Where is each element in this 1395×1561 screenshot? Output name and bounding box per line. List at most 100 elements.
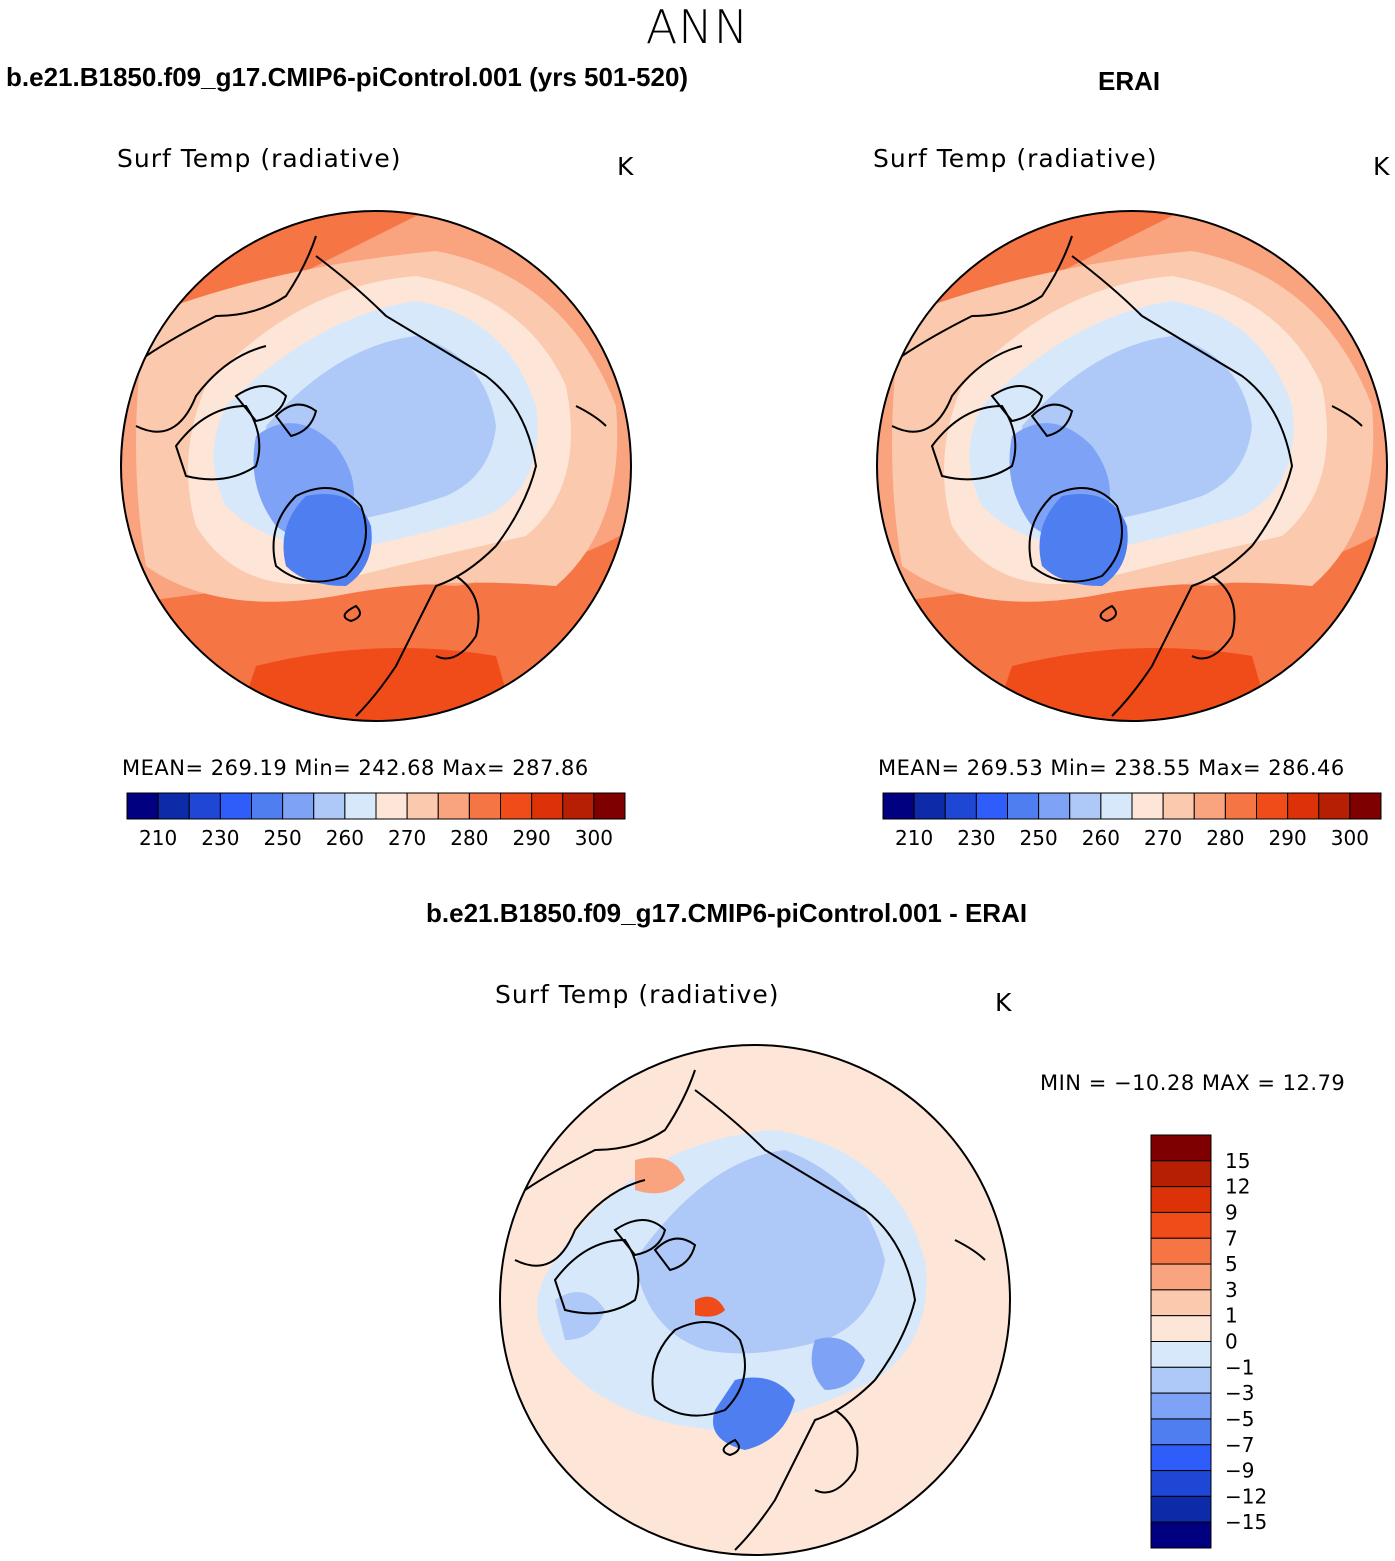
panel-3-colorbar-swatch [1150, 1237, 1212, 1265]
panel-3-colorbar-tick-label: 15 [1225, 1149, 1250, 1173]
panel-3-colorbar-swatch [1150, 1521, 1212, 1549]
panel-2-colorbar-tick-label: 230 [957, 826, 995, 850]
panel-1-colorbar-swatch [282, 792, 315, 820]
panel-3-variable-title: Surf Temp (radiative) [495, 980, 780, 1009]
panel-1-case-title: b.e21.B1850.f09_g17.CMIP6-piControl.001 … [6, 62, 689, 92]
panel-3-colorbar-swatch [1150, 1341, 1212, 1368]
panel-1-colorbar-swatch [500, 792, 533, 820]
panel-2-colorbar-swatch [1193, 792, 1226, 820]
panel-1-colorbar-swatch [251, 792, 284, 820]
panel-2-colorbar-swatch [1069, 792, 1102, 820]
panel-3-colorbar-swatch [1150, 1470, 1212, 1497]
panel-3-colorbar-tick-label: 9 [1225, 1200, 1238, 1224]
panel-2-colorbar-swatch [1287, 792, 1320, 820]
panel-1-colorbar-tick-label: 260 [326, 826, 364, 850]
panel-2-colorbar-swatch [882, 792, 915, 820]
panel-2-colorbar-swatch [944, 792, 977, 820]
panel-1-colorbar-tick-label: 270 [388, 826, 426, 850]
panel-3-colorbar-tick-label: 12 [1225, 1175, 1250, 1199]
panel-2-colorbar-swatch [1318, 792, 1351, 820]
panel-1-colorbar-tick-label: 230 [201, 826, 239, 850]
panel-3-map-border [499, 1044, 1011, 1556]
panel-2-colorbar-swatch [913, 792, 946, 820]
panel-1-colorbar-swatch [157, 792, 190, 820]
panel-3-colorbar-tick-label: 7 [1225, 1226, 1238, 1250]
panel-2-map-border [876, 210, 1388, 722]
panel-2-colorbar-swatch [1256, 792, 1289, 820]
panel-3-colorbar-tick-label: 5 [1225, 1252, 1238, 1276]
panel-2-variable-title: Surf Temp (radiative) [873, 144, 1158, 173]
panel-2-colorbar-swatch [1224, 792, 1257, 820]
panel-1-colorbar-tick-label: 250 [264, 826, 302, 850]
panel-1-colorbar-tick-label: 300 [575, 826, 613, 850]
panel-2-colorbar: 210 230 250 260 270 280 290 300 [882, 792, 1382, 850]
panel-3-map [500, 1045, 1010, 1555]
panel-1-colorbar-swatch [406, 792, 439, 820]
panel-3-colorbar-tick-label: −1 [1225, 1355, 1254, 1379]
panel-1-colorbar-swatch [375, 792, 408, 820]
panel-2-stats: MEAN= 269.53 Min= 238.55 Max= 286.46 [878, 756, 1345, 780]
panel-2-colorbar-tick-label: 210 [895, 826, 933, 850]
panel-2-colorbar-swatch [1007, 792, 1040, 820]
panel-3-units: K [995, 988, 1012, 1017]
panel-1-colorbar-swatch [188, 792, 221, 820]
panel-1-colorbar-swatch [531, 792, 564, 820]
panel-1-colorbar-swatch [344, 792, 377, 820]
panel-3-case-title: b.e21.B1850.f09_g17.CMIP6-piControl.001 … [426, 898, 1028, 928]
panel-3-colorbar-tick-label: 1 [1225, 1304, 1238, 1328]
panel-2-colorbar-tick-label: 270 [1144, 826, 1182, 850]
panel-2-colorbar-tick-label: 300 [1331, 826, 1369, 850]
panel-1-colorbar: 210 230 250 260 270 280 290 300 [126, 792, 626, 850]
figure-title: ANN [645, 0, 750, 54]
panel-2-colorbar-tick-label: 280 [1206, 826, 1244, 850]
panel-2-colorbar-swatch [1349, 792, 1382, 820]
panel-1-colorbar-tick-label: 280 [450, 826, 488, 850]
panel-3-colorbar-swatch [1150, 1160, 1212, 1188]
panel-3-colorbar-swatch [1150, 1211, 1212, 1239]
panel-3-colorbar-swatch [1150, 1418, 1212, 1446]
panel-3-colorbar-swatch [1150, 1134, 1212, 1162]
panel-3-colorbar-swatch [1150, 1495, 1212, 1523]
panel-1-colorbar-swatch [313, 792, 346, 820]
panel-2-colorbar-tick-label: 260 [1082, 826, 1120, 850]
panel-3-colorbar-swatch [1150, 1392, 1212, 1420]
panel-2-colorbar-swatch [975, 792, 1008, 820]
panel-1-colorbar-tick-label: 210 [139, 826, 177, 850]
panel-2-colorbar-swatch [1131, 792, 1164, 820]
panel-2-colorbar-swatch [1162, 792, 1195, 820]
panel-3-minmax: MIN = −10.28 MAX = 12.79 [1040, 1071, 1346, 1095]
panel-1-colorbar-swatch [437, 792, 470, 820]
panel-1-colorbar-swatch [468, 792, 501, 820]
panel-2-units: K [1373, 152, 1390, 181]
panel-3-colorbar-swatch [1150, 1263, 1212, 1291]
panel-2-map [877, 211, 1387, 721]
panel-1-units: K [617, 152, 634, 181]
panel-1-colorbar-swatch [562, 792, 595, 820]
panel-1-colorbar-tick-label: 290 [513, 826, 551, 850]
panel-2-colorbar-tick-label: 250 [1020, 826, 1058, 850]
panel-1-map-border [120, 210, 632, 722]
panel-3-colorbar-tick-label: −5 [1225, 1407, 1254, 1431]
panel-3-colorbar-swatch [1150, 1444, 1212, 1472]
panel-3-colorbar-swatch [1150, 1186, 1212, 1213]
panel-1-map [121, 211, 631, 721]
panel-1-colorbar-swatch [593, 792, 626, 820]
panel-3-colorbar-tick-label: 3 [1225, 1278, 1238, 1302]
panel-1-stats: MEAN= 269.19 Min= 242.68 Max= 287.86 [122, 756, 589, 780]
panel-3-colorbar-tick-label: −3 [1225, 1381, 1254, 1405]
panel-1-colorbar-swatch [126, 792, 159, 820]
panel-2-colorbar-swatch [1100, 792, 1133, 820]
panel-2-colorbar-tick-label: 290 [1269, 826, 1307, 850]
panel-3-colorbar-swatch [1150, 1315, 1212, 1342]
panel-1-variable-title: Surf Temp (radiative) [117, 144, 402, 173]
panel-2-case-title: ERAI [1098, 66, 1161, 96]
panel-3-colorbar-tick-label: 0 [1225, 1330, 1238, 1354]
panel-3-colorbar-swatch [1150, 1289, 1212, 1317]
panel-3-colorbar-tick-label: −9 [1225, 1459, 1254, 1483]
panel-2-colorbar-swatch [1038, 792, 1071, 820]
panel-1-colorbar-swatch [219, 792, 252, 820]
panel-3-colorbar-swatch [1150, 1366, 1212, 1394]
